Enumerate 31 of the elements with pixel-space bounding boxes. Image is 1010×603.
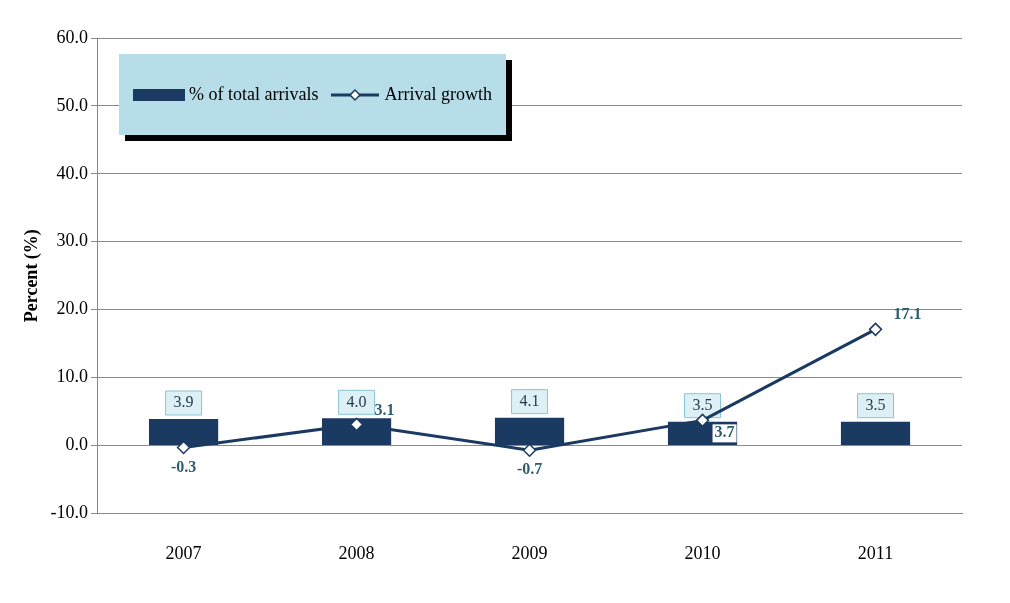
data-label: 3.5 xyxy=(692,395,713,413)
point xyxy=(695,413,710,428)
x-tick-label: 2009 xyxy=(511,542,548,563)
x-tick-label: 2008 xyxy=(338,542,375,563)
data-label: -0.3 xyxy=(170,457,197,475)
y-tick-label: 20.0 xyxy=(56,298,89,319)
x-tick-label: 2007 xyxy=(165,542,202,563)
point xyxy=(522,443,537,457)
point xyxy=(868,322,883,337)
y-tick-label: 10.0 xyxy=(56,366,89,387)
data-label: 4.0 xyxy=(346,392,367,410)
x-tick-label: 2010 xyxy=(684,542,721,563)
data-label: 17.1 xyxy=(893,305,922,323)
y-axis-title: Percent (%) xyxy=(21,229,43,323)
data-label: 4.1 xyxy=(519,391,540,409)
legend-label: Arrival growth xyxy=(384,84,493,105)
y-tick-label: 40.0 xyxy=(56,162,89,183)
y-tick-label: 50.0 xyxy=(56,94,89,115)
data-label: 3.1 xyxy=(374,400,395,418)
point xyxy=(349,417,364,432)
y-tick-label: -10.0 xyxy=(50,502,89,523)
legend-label: % of total arrivals xyxy=(189,84,319,105)
data-label: 3.7 xyxy=(714,423,735,441)
point xyxy=(176,440,191,455)
y-tick-label: 30.0 xyxy=(56,230,89,251)
y-tick-label: 0.0 xyxy=(65,434,89,455)
data-label: -0.7 xyxy=(516,460,543,478)
data-label: 3.5 xyxy=(865,395,886,413)
data-label: 3.9 xyxy=(173,393,194,411)
y-tick-label: 60.0 xyxy=(56,26,89,47)
x-tick-label: 2011 xyxy=(857,542,894,563)
